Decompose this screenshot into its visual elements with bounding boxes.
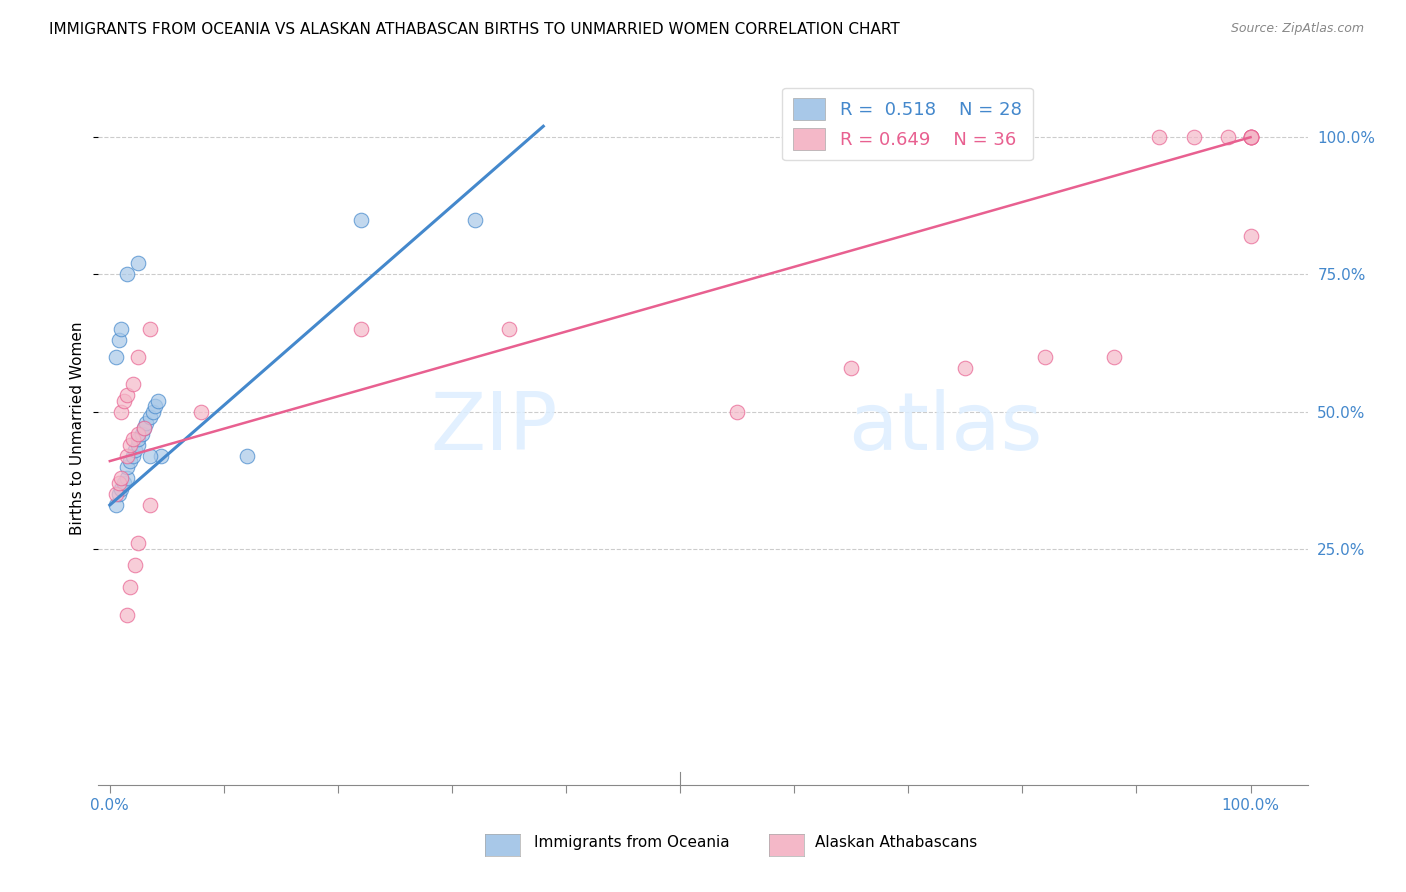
Point [110, 405, 132, 419]
Point [955, 360, 977, 375]
Point [115, 470, 138, 484]
Point [150, 449, 173, 463]
Point [145, 399, 167, 413]
Point [1033, 350, 1056, 364]
Point [464, 212, 486, 227]
Text: Alaskan Athabascans: Alaskan Athabascans [815, 836, 977, 850]
Point [115, 459, 138, 474]
Point [104, 487, 127, 501]
Point [120, 437, 142, 451]
Point [139, 322, 162, 336]
Point [1149, 130, 1171, 145]
Point [124, 558, 146, 573]
Y-axis label: Births to Unmarried Women: Births to Unmarried Women [70, 321, 86, 535]
Point [135, 416, 157, 430]
Text: Source: ZipAtlas.com: Source: ZipAtlas.com [1230, 22, 1364, 36]
Text: ZIP: ZIP [430, 389, 558, 467]
Point [132, 421, 155, 435]
Point [139, 449, 162, 463]
Point [124, 443, 146, 458]
Point [131, 426, 153, 441]
Point [127, 350, 149, 364]
Point [127, 432, 149, 446]
Point [142, 405, 165, 419]
Point [1239, 130, 1261, 145]
Point [1182, 130, 1205, 145]
Point [139, 498, 162, 512]
Point [190, 405, 212, 419]
Point [498, 322, 520, 336]
Point [350, 322, 373, 336]
Point [1216, 130, 1239, 145]
Point [121, 432, 143, 446]
Point [139, 410, 162, 425]
Point [1239, 130, 1261, 145]
Legend: R =  0.518    N = 28, R = 0.649    N = 36: R = 0.518 N = 28, R = 0.649 N = 36 [782, 87, 1032, 161]
Point [110, 482, 132, 496]
Point [127, 256, 149, 270]
Point [1239, 130, 1261, 145]
Point [110, 470, 132, 484]
Point [839, 360, 862, 375]
Text: IMMIGRANTS FROM OCEANIA VS ALASKAN ATHABASCAN BIRTHS TO UNMARRIED WOMEN CORRELAT: IMMIGRANTS FROM OCEANIA VS ALASKAN ATHAB… [49, 22, 900, 37]
Point [104, 350, 127, 364]
Point [120, 580, 142, 594]
Point [725, 405, 748, 419]
Point [235, 449, 257, 463]
Point [108, 487, 131, 501]
Point [112, 393, 135, 408]
Point [108, 334, 131, 348]
Point [1102, 350, 1125, 364]
Point [127, 426, 149, 441]
Point [1239, 130, 1261, 145]
Point [115, 607, 138, 622]
Point [121, 449, 143, 463]
Point [115, 388, 138, 402]
Point [121, 377, 143, 392]
Text: Immigrants from Oceania: Immigrants from Oceania [534, 836, 730, 850]
Point [146, 393, 169, 408]
Point [1239, 229, 1261, 244]
Point [104, 498, 127, 512]
Point [120, 454, 142, 468]
Point [108, 476, 131, 491]
Point [115, 449, 138, 463]
Point [1239, 130, 1261, 145]
Point [350, 212, 373, 227]
Point [110, 322, 132, 336]
Point [127, 437, 149, 451]
Point [127, 536, 149, 550]
Text: atlas: atlas [848, 389, 1042, 467]
Point [115, 268, 138, 282]
Point [112, 476, 135, 491]
Point [132, 421, 155, 435]
